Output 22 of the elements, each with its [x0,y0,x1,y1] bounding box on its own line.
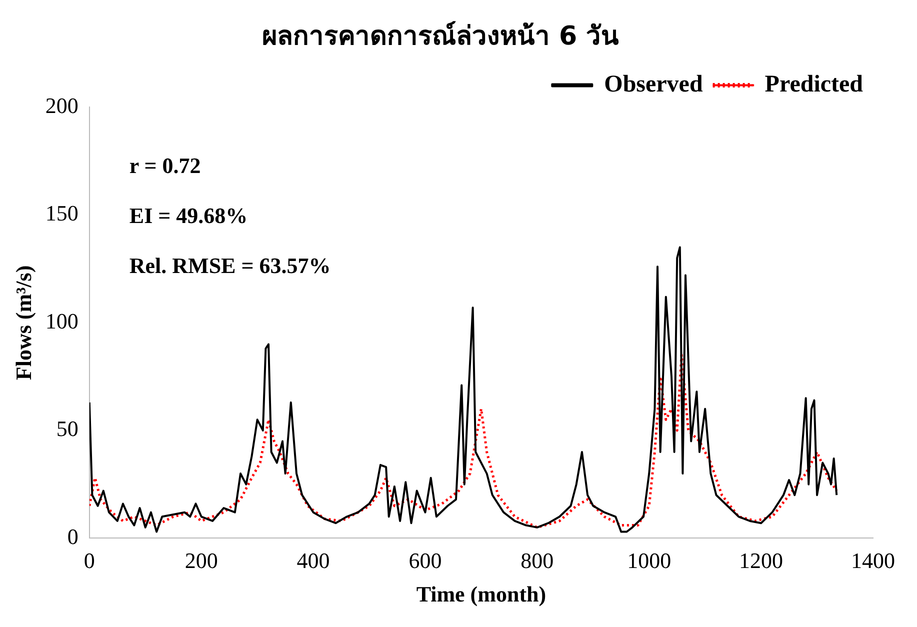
y-tick-label: 50 [56,416,78,442]
y-tick-label: 100 [45,308,78,334]
line-series [89,354,838,529]
y-tick-label: 200 [45,92,78,118]
x-tick-label: 600 [408,548,442,574]
x-tick-label: 0 [84,548,95,574]
x-tick-label: 400 [296,548,330,574]
x-axis-title: Time (month) [416,581,546,606]
x-tick-label: 1400 [851,548,895,574]
x-tick-label: 1000 [627,548,672,574]
legend-label: Observed [604,71,704,98]
y-tick-label: 150 [45,200,78,226]
y-tick-label: 0 [67,524,78,549]
y-axis-title: Flows (m³/s) [10,265,36,380]
x-tick-label: 800 [520,548,554,574]
x-tick-label: 200 [184,548,218,574]
annotation: r = 0.72 [129,152,201,178]
chart-title: ผลการคาดการณ์ล่วงหน้า 6 วัน [262,20,620,52]
x-tick-label: 1200 [739,548,784,574]
legend-label: Predicted [764,71,864,98]
annotation: Rel. RMSE = 63.57% [129,252,331,278]
annotation: EI = 49.68% [129,202,248,228]
